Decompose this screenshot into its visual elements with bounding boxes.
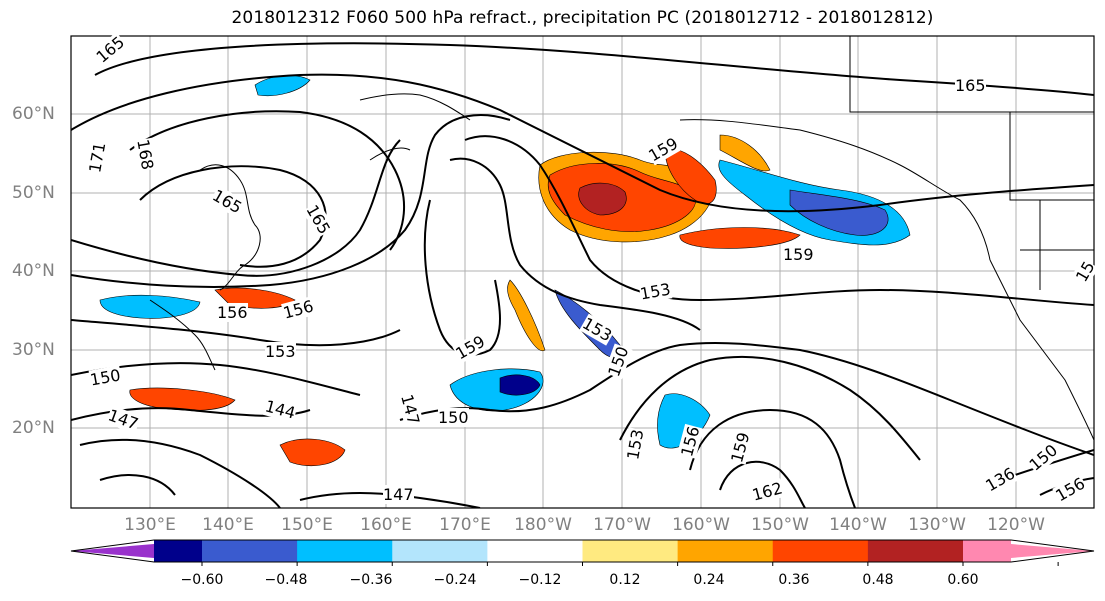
colorbar-tick-label: 0.36 bbox=[778, 572, 810, 588]
lon-label: 160°E bbox=[360, 515, 412, 535]
positive-anomaly-south bbox=[279, 438, 346, 467]
lon-label: 160°W bbox=[672, 515, 730, 535]
colorbar-tick-label: 0.24 bbox=[693, 572, 725, 588]
colorbar-tick-label: −0.36 bbox=[349, 572, 393, 588]
colorbar-tick-label: 0.60 bbox=[947, 572, 979, 588]
contour-label: 159 bbox=[783, 245, 814, 264]
lat-label: 30°N bbox=[12, 340, 55, 360]
lat-label: 50°N bbox=[12, 183, 55, 203]
lon-label: 170°E bbox=[439, 515, 491, 535]
contour-label: 150 bbox=[438, 408, 469, 427]
contour-label: 156 bbox=[217, 303, 248, 322]
negative-anomaly-central-core bbox=[499, 374, 541, 396]
positive-anomaly-strip bbox=[507, 279, 546, 352]
lon-label: 140°W bbox=[829, 515, 887, 535]
contour-label: 153 bbox=[265, 342, 296, 361]
negative-anomaly-north bbox=[254, 75, 311, 97]
gridlines bbox=[71, 36, 1094, 508]
colorbar-tick-label: 0.48 bbox=[862, 572, 894, 588]
lon-label: 170°W bbox=[593, 515, 651, 535]
lon-label: 120°W bbox=[987, 515, 1045, 535]
map-background bbox=[71, 36, 1094, 508]
contour-label: 165 bbox=[955, 76, 986, 95]
precipitation-shading bbox=[99, 75, 911, 467]
map-title: 2018012312 F060 500 hPa refract., precip… bbox=[231, 8, 934, 28]
positive-anomaly-southwest bbox=[129, 387, 236, 411]
lon-label: 150°W bbox=[751, 515, 809, 535]
contour-label: 147 bbox=[383, 485, 414, 504]
colorbar-tick-label: −0.24 bbox=[433, 572, 477, 588]
positive-anomaly-gulf-max bbox=[578, 182, 627, 216]
colorbar-tick-label: −0.48 bbox=[264, 572, 308, 588]
positive-anomaly-coast bbox=[719, 134, 771, 172]
lon-label: 130°E bbox=[124, 515, 176, 535]
lat-label: 60°N bbox=[12, 104, 55, 124]
positive-anomaly-alaska bbox=[664, 148, 717, 205]
lat-label: 20°N bbox=[12, 418, 55, 438]
colorbar-tick-label: 0.12 bbox=[609, 572, 641, 588]
colorbar-tick-label: −0.60 bbox=[180, 572, 224, 588]
mixed-anomaly-band bbox=[679, 227, 801, 249]
negative-anomaly-japan bbox=[99, 294, 201, 319]
negative-anomaly-east-core bbox=[789, 189, 889, 236]
coastlines bbox=[149, 36, 1094, 441]
lat-label: 40°N bbox=[12, 261, 55, 281]
lon-label: 150°E bbox=[281, 515, 333, 535]
lon-label: 140°E bbox=[202, 515, 254, 535]
lon-label: 180°W bbox=[514, 515, 572, 535]
colorbar-tick-label: −0.12 bbox=[518, 572, 562, 588]
lon-label: 130°W bbox=[908, 515, 966, 535]
